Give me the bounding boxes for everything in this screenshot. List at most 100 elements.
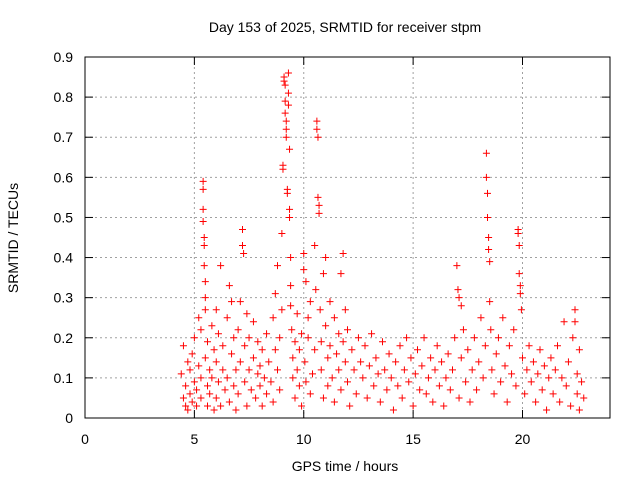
data-point: [186, 390, 194, 398]
data-point: [274, 366, 281, 374]
data-point: [300, 250, 308, 258]
data-point: [236, 298, 244, 306]
y-tick-label: 0.1: [54, 370, 74, 386]
data-point: [284, 69, 292, 77]
data-point: [403, 334, 411, 342]
data-point: [400, 366, 408, 374]
data-point: [293, 310, 301, 318]
data-point: [385, 350, 393, 358]
data-point: [571, 306, 579, 314]
data-point: [431, 366, 439, 374]
data-point: [346, 402, 354, 410]
data-point: [389, 406, 397, 414]
data-point: [241, 342, 249, 350]
y-tick-label: 0: [65, 410, 73, 426]
data-point: [457, 354, 465, 362]
data-point: [287, 302, 295, 310]
data-point: [485, 234, 493, 241]
data-point: [357, 358, 365, 366]
data-point: [381, 366, 389, 374]
data-point: [276, 386, 284, 394]
data-point: [232, 366, 240, 374]
data-point: [200, 234, 208, 241]
data-point: [444, 350, 452, 358]
data-point: [363, 394, 371, 402]
data-point: [414, 346, 421, 354]
data-point: [454, 286, 462, 294]
tick-labels: 0 0.1 0.2 0.3 0.4 0.5 0.6 0.7 0.8 0.9 0 5 10 15 20: [54, 49, 531, 447]
data-point: [256, 382, 264, 390]
data-point: [283, 189, 291, 197]
data-point: [464, 346, 472, 354]
data-point: [228, 298, 236, 306]
data-point: [201, 354, 209, 362]
data-point: [245, 366, 253, 374]
data-point: [486, 258, 494, 266]
data-point: [302, 278, 310, 286]
data-point: [265, 358, 273, 366]
data-point: [468, 366, 476, 374]
data-point: [267, 378, 275, 386]
data-point: [300, 266, 308, 274]
grid-lines: [85, 57, 610, 418]
data-point: [354, 334, 362, 342]
data-point: [304, 314, 312, 322]
data-point: [193, 402, 201, 410]
data-point: [352, 390, 360, 398]
data-point: [236, 358, 244, 366]
data-point: [184, 406, 192, 414]
data-point: [519, 354, 526, 362]
data-point: [197, 374, 205, 382]
data-point: [499, 314, 507, 322]
data-point: [313, 117, 321, 125]
data-point: [481, 342, 489, 350]
data-point: [234, 326, 242, 334]
data-point: [228, 350, 236, 358]
data-point: [199, 205, 207, 213]
data-point: [573, 390, 581, 398]
data-point: [523, 366, 531, 374]
data-point: [319, 270, 327, 278]
data-point: [510, 326, 518, 334]
data-point: [206, 390, 214, 398]
data-point: [295, 346, 303, 354]
data-point: [281, 109, 289, 117]
data-point: [284, 101, 292, 109]
data-point: [457, 302, 465, 310]
data-point: [459, 326, 467, 334]
data-point: [249, 354, 257, 362]
data-point: [243, 402, 251, 410]
x-tick-label: 0: [81, 431, 89, 447]
data-point: [315, 201, 323, 209]
data-point: [309, 370, 316, 378]
data-point: [508, 370, 516, 378]
data-point: [560, 318, 568, 326]
data-point: [372, 354, 380, 362]
data-point: [335, 330, 343, 338]
y-tick-label: 0.6: [54, 169, 74, 185]
data-point: [442, 374, 450, 382]
data-point: [241, 378, 249, 386]
data-point: [488, 366, 496, 374]
data-point: [311, 346, 319, 354]
data-point: [330, 314, 338, 322]
data-point: [420, 334, 428, 342]
data-point: [484, 213, 491, 221]
data-point: [282, 117, 290, 125]
data-point: [225, 398, 233, 406]
data-point: [291, 394, 299, 402]
data-point: [339, 250, 347, 258]
data-point: [311, 242, 319, 250]
data-point: [365, 362, 373, 370]
data-point: [214, 378, 222, 386]
data-point: [333, 350, 341, 358]
data-point: [201, 294, 209, 302]
data-point: [195, 362, 203, 370]
data-point: [494, 334, 502, 342]
data-point: [525, 342, 533, 350]
data-point: [286, 213, 294, 221]
data-point: [551, 366, 559, 374]
data-point: [368, 330, 376, 338]
data-point: [219, 366, 227, 374]
data-point: [221, 386, 229, 394]
